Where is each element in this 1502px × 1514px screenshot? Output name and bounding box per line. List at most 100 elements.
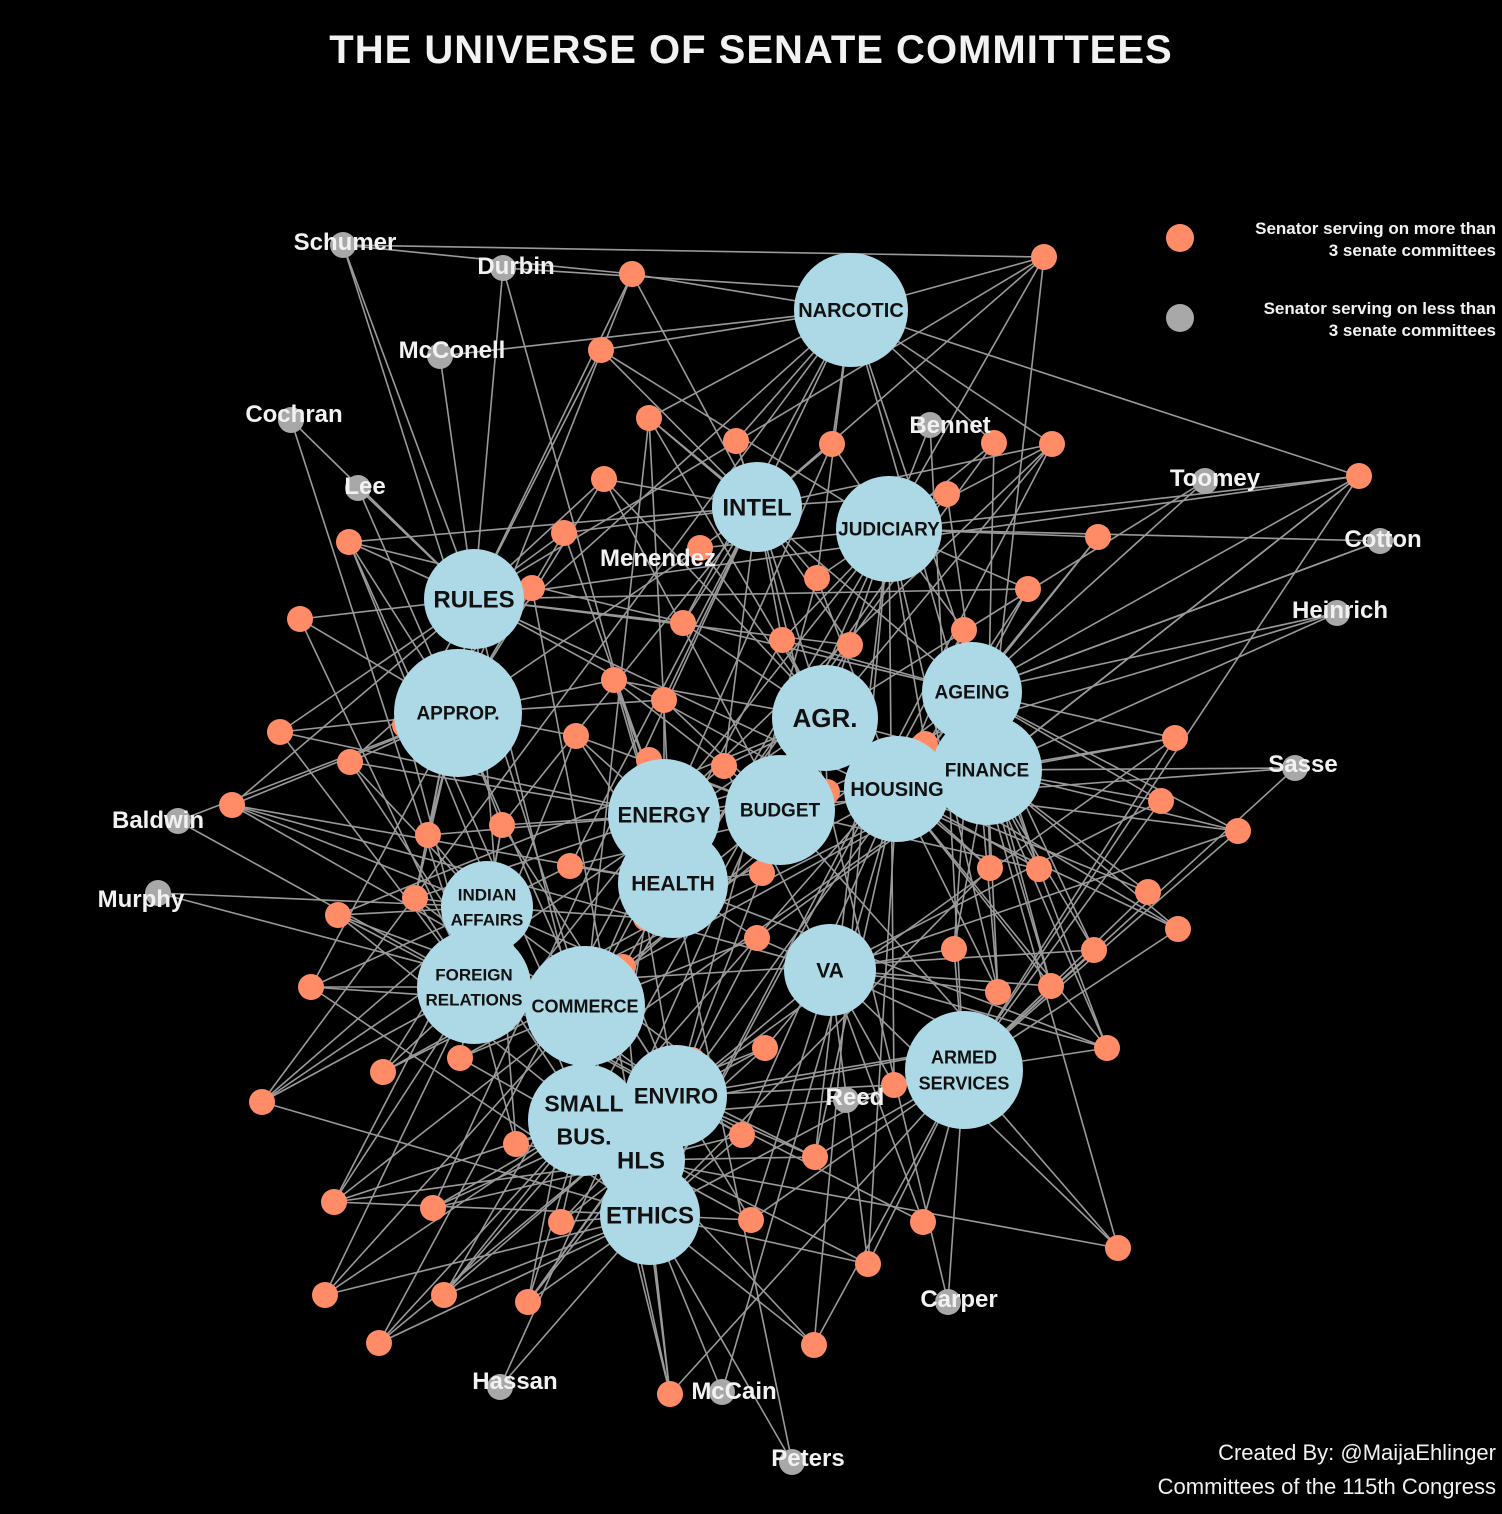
senator-node bbox=[563, 723, 589, 749]
senator-node bbox=[503, 1131, 529, 1157]
senator-node bbox=[981, 430, 1007, 456]
membership-edge bbox=[337, 717, 826, 916]
membership-edge bbox=[473, 267, 504, 600]
committee-label-indian: AFFAIRS bbox=[451, 910, 524, 929]
senator-node-peters bbox=[779, 1449, 805, 1475]
committee-label-approp: APPROP. bbox=[416, 704, 499, 725]
senator-label-peters: Peters bbox=[771, 1445, 844, 1472]
senator-node bbox=[325, 902, 351, 928]
committee-label-indian: INDIAN bbox=[458, 886, 517, 905]
senator-node bbox=[670, 610, 696, 636]
committee-node-foreign bbox=[417, 930, 531, 1044]
committee-node-rules bbox=[424, 549, 524, 649]
legend-more-line1: Senator serving on more than bbox=[1255, 219, 1496, 238]
senator-label-baldwin: Baldwin bbox=[112, 807, 204, 834]
membership-edge bbox=[473, 273, 633, 600]
committee-label-narcotic: NARCOTIC bbox=[798, 300, 904, 322]
senator-node bbox=[415, 822, 441, 848]
senator-node-mccain bbox=[709, 1379, 735, 1405]
committee-node-agr bbox=[772, 665, 878, 771]
senator-label-bennet: Bennet bbox=[909, 412, 990, 439]
membership-edge bbox=[971, 612, 1338, 693]
membership-edge bbox=[721, 788, 898, 1393]
membership-edge bbox=[829, 969, 869, 1265]
membership-edge bbox=[829, 800, 1162, 971]
committee-label-foreign: FOREIGN bbox=[435, 966, 512, 985]
senator-node bbox=[802, 1144, 828, 1170]
membership-edge bbox=[342, 244, 633, 275]
senator-node-baldwin bbox=[165, 808, 191, 834]
senator-node-hassan bbox=[487, 1374, 513, 1400]
senator-node bbox=[336, 529, 362, 555]
committee-node-health bbox=[618, 828, 728, 938]
senator-node bbox=[941, 936, 967, 962]
membership-edge bbox=[342, 244, 475, 600]
senator-node bbox=[651, 687, 677, 713]
committee-label-enviro: ENVIRO bbox=[634, 1084, 718, 1109]
senator-node bbox=[267, 719, 293, 745]
senator-label-reed: Reed bbox=[826, 1084, 885, 1111]
committee-label-finance: FINANCE bbox=[945, 761, 1029, 782]
senator-node bbox=[601, 667, 627, 693]
senator-node bbox=[1039, 431, 1065, 457]
committee-label-budget: BUDGET bbox=[740, 801, 821, 822]
membership-edge bbox=[324, 1005, 586, 1296]
senator-label-hassan: Hassan bbox=[472, 1368, 557, 1395]
membership-edge bbox=[986, 612, 1338, 771]
senator-node bbox=[431, 1282, 457, 1308]
senator-node bbox=[249, 1089, 275, 1115]
membership-edge bbox=[649, 867, 991, 1216]
senator-node bbox=[1105, 1235, 1131, 1261]
membership-edge bbox=[640, 1159, 1119, 1249]
senator-node bbox=[804, 565, 830, 591]
membership-edge bbox=[342, 244, 1045, 258]
legend-more-line2: 3 senate committees bbox=[1328, 241, 1496, 260]
membership-edge bbox=[756, 256, 1045, 508]
committee-label-armed: SERVICES bbox=[919, 1073, 1010, 1093]
senator-node bbox=[1165, 916, 1191, 942]
senator-node bbox=[934, 481, 960, 507]
committee-label-ethics: ETHICS bbox=[606, 1202, 694, 1229]
senator-node bbox=[1031, 244, 1057, 270]
membership-edge bbox=[896, 788, 1108, 1049]
membership-edge bbox=[231, 804, 674, 884]
senator-label-sasse: Sasse bbox=[1268, 751, 1337, 778]
membership-edge bbox=[439, 309, 852, 357]
senator-node bbox=[1026, 856, 1052, 882]
senator-node bbox=[312, 1282, 338, 1308]
committee-node-budget bbox=[725, 755, 835, 865]
membership-edge bbox=[231, 598, 475, 806]
membership-edge bbox=[502, 267, 852, 291]
senator-node-carper bbox=[935, 1289, 961, 1315]
senator-node bbox=[985, 979, 1011, 1005]
membership-edge bbox=[963, 737, 1176, 1071]
committee-node-judiciary bbox=[836, 476, 942, 582]
membership-edge bbox=[814, 528, 890, 1158]
membership-edge bbox=[986, 475, 1360, 771]
membership-edge bbox=[231, 804, 831, 971]
committee-label-judiciary: JUDICIARY bbox=[838, 520, 940, 541]
senator-node bbox=[588, 337, 614, 363]
senator-node-schumer bbox=[330, 232, 356, 258]
membership-edge bbox=[348, 506, 758, 543]
committee-label-smallbus: BUS. bbox=[557, 1124, 612, 1150]
committee-label-intel: INTEL bbox=[722, 494, 791, 521]
senator-label-toomey: Toomey bbox=[1170, 465, 1261, 492]
committee-label-armed: ARMED bbox=[931, 1047, 997, 1067]
senator-node bbox=[519, 575, 545, 601]
committee-node-commerce bbox=[525, 946, 645, 1066]
membership-edge bbox=[669, 1069, 965, 1395]
senator-label-menendez: Menendez bbox=[600, 545, 716, 572]
senator-node bbox=[1015, 576, 1041, 602]
senator-node-sasse bbox=[1282, 755, 1308, 781]
membership-edge bbox=[157, 892, 488, 908]
legend-less-text: Senator serving on less than 3 senate co… bbox=[1206, 298, 1496, 342]
legend-more-text: Senator serving on more than 3 senate co… bbox=[1206, 218, 1496, 262]
membership-edge bbox=[432, 506, 758, 1209]
membership-edge bbox=[829, 969, 1108, 1049]
senator-label-lee: Lee bbox=[344, 473, 385, 500]
senator-node-heinrich bbox=[1324, 600, 1350, 626]
senator-node bbox=[636, 405, 662, 431]
membership-edge bbox=[261, 309, 852, 1103]
committee-node-narcotic bbox=[794, 253, 908, 367]
